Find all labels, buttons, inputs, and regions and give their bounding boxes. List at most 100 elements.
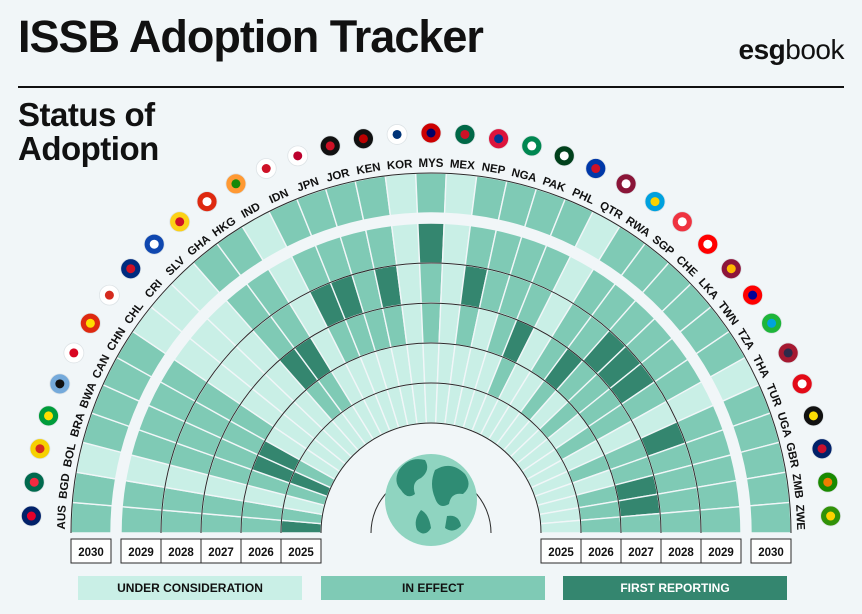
status-band-mys-2028: [418, 262, 444, 304]
year-box-2027: [200, 538, 242, 564]
flag-gbr-icon: [811, 438, 833, 460]
flag-twn-mark: [748, 290, 758, 300]
country-label-mys: MYS: [419, 158, 444, 170]
status-band-zmb-2030: [745, 471, 791, 507]
flag-ind-icon: [225, 173, 247, 195]
flag-idn-mark: [261, 164, 271, 174]
legend-under-consideration: UNDER CONSIDERATION: [78, 576, 302, 600]
year-box-2030: [70, 538, 112, 564]
flag-ind-mark: [231, 179, 241, 189]
globe-land-1: [396, 459, 428, 497]
status-band-kor-2028: [395, 262, 422, 306]
subtitle-line-1: Status of: [18, 96, 155, 133]
country-label-aus: AUS: [56, 505, 69, 530]
flag-bwa-icon: [49, 373, 71, 395]
flag-nep-icon: [488, 128, 510, 150]
status-band-zwe-2029: [699, 505, 742, 534]
flag-jpn-icon: [287, 145, 309, 167]
flag-jor-mark: [325, 141, 335, 151]
flag-tur-mark: [797, 379, 807, 389]
flag-bol-mark: [35, 444, 45, 454]
flag-qtr-icon: [615, 173, 637, 195]
flag-rwa-mark: [650, 197, 660, 207]
flag-tha-mark: [783, 348, 793, 358]
country-label-mex: MEX: [449, 158, 475, 172]
flag-gha-icon: [169, 211, 191, 233]
flag-pak-mark: [559, 151, 569, 161]
brand-logo-light: book: [785, 34, 844, 65]
status-band-mys-2027: [420, 302, 442, 344]
flag-idn-icon: [255, 158, 277, 179]
flag-zmb-icon: [817, 471, 839, 493]
brand-logo-bold: esg: [738, 34, 786, 65]
flag-tha-icon: [777, 342, 799, 364]
flag-che-mark: [703, 239, 713, 249]
flag-hkg-icon: [196, 191, 218, 212]
flag-can-icon: [63, 342, 85, 364]
globe-land-4: [445, 515, 461, 531]
year-box-2026: [240, 538, 282, 564]
country-label-bgd: BGD: [57, 473, 72, 500]
year-ring-6: [70, 172, 792, 534]
flag-gha-mark: [175, 217, 185, 227]
flag-aus-mark: [26, 511, 36, 521]
legend-in-effect: IN EFFECT: [321, 576, 545, 600]
globe-icon: [385, 454, 477, 546]
flag-bwa-mark: [55, 379, 65, 389]
flag-lka-mark: [726, 264, 736, 274]
year-label-2028: 2028: [668, 547, 694, 559]
flag-tza-icon: [761, 312, 783, 334]
status-band-zwe-2028: [659, 509, 702, 534]
flag-twn-icon: [742, 284, 763, 306]
flag-mys-mark: [426, 128, 436, 138]
flag-pak-icon: [553, 145, 575, 167]
year-label-2026: 2026: [248, 547, 274, 559]
year-ring-2: [280, 382, 582, 534]
country-labels: AUSBGDBOLBRABWACANCHNCHLCRISLVGHAHKGINDI…: [56, 158, 806, 531]
flag-che-icon: [697, 233, 719, 255]
globe-land-3: [415, 510, 431, 534]
flag-aus-icon: [20, 505, 42, 527]
year-box-2025: [540, 538, 582, 564]
year-box-2029: [120, 538, 162, 564]
year-box-2028: [160, 538, 202, 564]
flag-mys-icon: [420, 122, 442, 144]
year-label-2025: 2025: [548, 547, 574, 559]
year-label-2025: 2025: [288, 547, 314, 559]
year-box-2029: [700, 538, 742, 564]
flag-bgd-icon: [23, 471, 45, 493]
year-ring-4: [200, 302, 662, 534]
flag-lka-icon: [720, 258, 742, 280]
year-label-2029: 2029: [708, 547, 734, 559]
flag-can-mark: [69, 348, 79, 358]
flag-chl-mark: [104, 290, 114, 300]
flag-cri-icon: [120, 258, 142, 280]
status-band-zwe-2027: [619, 512, 662, 534]
status-band-mys-2026: [422, 342, 440, 384]
flag-chl-icon: [99, 284, 120, 306]
country-label-ken: KEN: [356, 161, 382, 177]
country-flags: [20, 122, 842, 527]
flag-zmb-mark: [823, 477, 833, 487]
flag-bol-icon: [29, 438, 51, 460]
flag-kor-mark: [392, 129, 402, 139]
status-band-zwe-2026: [579, 516, 622, 534]
year-box-2025: [280, 538, 322, 564]
status-band-aus-2029: [120, 505, 163, 534]
flag-phl-icon: [585, 158, 607, 179]
status-band-mys-2029: [417, 222, 445, 264]
globe-ocean: [385, 454, 477, 546]
flag-mex-icon: [454, 124, 476, 145]
country-label-nep: NEP: [481, 161, 507, 177]
country-label-zwe: ZWE: [793, 504, 806, 530]
country-label-jor: JOR: [325, 167, 352, 185]
year-label-2026: 2026: [588, 547, 614, 559]
flag-ken-mark: [358, 134, 368, 144]
flag-nep-mark: [494, 134, 504, 144]
flag-bgd-mark: [29, 477, 39, 487]
flag-nga-mark: [527, 141, 537, 151]
flag-zwe-icon: [820, 505, 842, 527]
status-band-mys-2030: [414, 172, 448, 215]
flag-jpn-mark: [293, 151, 303, 161]
